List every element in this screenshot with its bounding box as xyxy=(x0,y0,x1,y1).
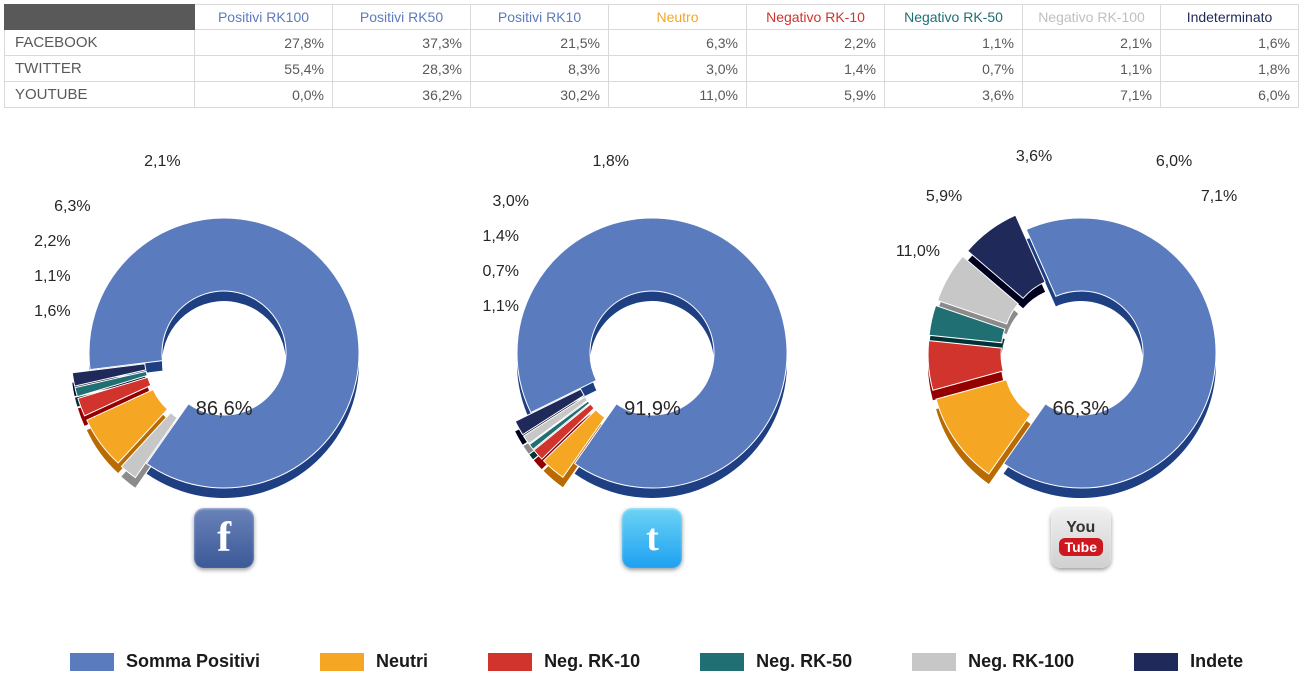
table-cell: 1,1% xyxy=(885,30,1023,56)
callout-label: 3,6% xyxy=(1016,148,1052,166)
table-cell: 11,0% xyxy=(609,82,747,108)
table-cell: 2,1% xyxy=(1023,30,1161,56)
youtube-icon-top: You xyxy=(1066,520,1095,536)
donut-youtube xyxy=(931,203,1231,503)
table-cell: 55,4% xyxy=(195,56,333,82)
callout-label: 1,6% xyxy=(34,303,70,321)
legend-swatch xyxy=(700,653,744,671)
table-row: TWITTER55,4%28,3%8,3%3,0%1,4%0,7%1,1%1,8… xyxy=(5,56,1299,82)
legend-item: Neg. RK-100 xyxy=(912,651,1074,672)
table-cell: 2,2% xyxy=(747,30,885,56)
legend-swatch xyxy=(70,653,114,671)
callout-label: 11,0% xyxy=(896,243,940,261)
table-header: Negativo RK-10 xyxy=(747,5,885,30)
legend-label: Indete xyxy=(1190,651,1243,672)
legend-swatch xyxy=(912,653,956,671)
table-cell: 27,8% xyxy=(195,30,333,56)
legend-label: Neg. RK-50 xyxy=(756,651,852,672)
legend-item: Neg. RK-10 xyxy=(488,651,640,672)
charts-row: 86,6%2,1%6,3%2,2%1,1%1,6%f91,9%1,8%3,0%1… xyxy=(0,163,1305,583)
legend-swatch xyxy=(488,653,532,671)
table-row-label: TWITTER xyxy=(5,56,195,82)
table-body: FACEBOOK27,8%37,3%21,5%6,3%2,2%1,1%2,1%1… xyxy=(5,30,1299,108)
donut-center-label: 86,6% xyxy=(196,398,253,421)
facebook-icon: f xyxy=(194,508,254,568)
table-cell: 37,3% xyxy=(333,30,471,56)
callout-label: 1,4% xyxy=(482,228,518,246)
table-cell: 0,7% xyxy=(885,56,1023,82)
donut-facebook xyxy=(74,203,374,503)
table-header: Positivi RK50 xyxy=(333,5,471,30)
callout-label: 1,1% xyxy=(34,268,70,286)
table-header: Indeterminato xyxy=(1161,5,1299,30)
legend-item: Somma Positivi xyxy=(70,651,260,672)
legend-item: Neg. RK-50 xyxy=(700,651,852,672)
table-cell: 8,3% xyxy=(471,56,609,82)
table-cell: 36,2% xyxy=(333,82,471,108)
youtube-icon: You Tube xyxy=(1051,508,1111,568)
callout-label: 2,1% xyxy=(144,153,180,171)
table-cell: 1,6% xyxy=(1161,30,1299,56)
chart-twitter: 91,9%1,8%3,0%1,4%0,7%1,1%t xyxy=(442,163,862,583)
table-cell: 30,2% xyxy=(471,82,609,108)
youtube-icon-bot: Tube xyxy=(1059,538,1103,556)
table-header-row: Positivi RK100Positivi RK50Positivi RK10… xyxy=(5,5,1299,30)
table-cell: 7,1% xyxy=(1023,82,1161,108)
table-cell: 3,0% xyxy=(609,56,747,82)
table-cell: 28,3% xyxy=(333,56,471,82)
callout-label: 1,8% xyxy=(592,153,628,171)
table-header: Positivi RK10 xyxy=(471,5,609,30)
callout-label: 0,7% xyxy=(482,263,518,281)
donut-center-label: 91,9% xyxy=(624,398,681,421)
callout-label: 2,2% xyxy=(34,233,70,251)
table-cell: 5,9% xyxy=(747,82,885,108)
table-row-label: FACEBOOK xyxy=(5,30,195,56)
legend-label: Neutri xyxy=(376,651,428,672)
chart-facebook: 86,6%2,1%6,3%2,2%1,1%1,6%f xyxy=(14,163,434,583)
table-header: Neutro xyxy=(609,5,747,30)
legend-item: Indete xyxy=(1134,651,1243,672)
callout-label: 3,0% xyxy=(492,193,528,211)
callout-label: 6,3% xyxy=(54,198,90,216)
chart-youtube: 66,3%3,6%6,0%5,9%7,1%11,0%YouTube xyxy=(871,163,1291,583)
legend-swatch xyxy=(1134,653,1178,671)
twitter-icon: t xyxy=(622,508,682,568)
table-header: Negativo RK-100 xyxy=(1023,5,1161,30)
table-header: Negativo RK-50 xyxy=(885,5,1023,30)
table-cell: 1,8% xyxy=(1161,56,1299,82)
legend-swatch xyxy=(320,653,364,671)
legend-item: Neutri xyxy=(320,651,428,672)
callout-label: 6,0% xyxy=(1156,153,1192,171)
table-cell: 0,0% xyxy=(195,82,333,108)
table-cell: 6,0% xyxy=(1161,82,1299,108)
callout-label: 7,1% xyxy=(1201,188,1237,206)
legend: Somma Positivi Neutri Neg. RK-10 Neg. RK-50… xyxy=(70,651,1305,672)
table-cell: 3,6% xyxy=(885,82,1023,108)
donut-twitter xyxy=(502,203,802,503)
table-row-label: YOUTUBE xyxy=(5,82,195,108)
callout-label: 5,9% xyxy=(926,188,962,206)
legend-label: Neg. RK-100 xyxy=(968,651,1074,672)
table-header: Positivi RK100 xyxy=(195,5,333,30)
table-row: FACEBOOK27,8%37,3%21,5%6,3%2,2%1,1%2,1%1… xyxy=(5,30,1299,56)
table-cell: 1,1% xyxy=(1023,56,1161,82)
legend-label: Neg. RK-10 xyxy=(544,651,640,672)
sentiment-table: Positivi RK100Positivi RK50Positivi RK10… xyxy=(4,4,1299,108)
table-cell: 1,4% xyxy=(747,56,885,82)
callout-label: 1,1% xyxy=(482,298,518,316)
legend-label: Somma Positivi xyxy=(126,651,260,672)
table-cell: 21,5% xyxy=(471,30,609,56)
table-corner xyxy=(5,5,195,30)
table-cell: 6,3% xyxy=(609,30,747,56)
donut-center-label: 66,3% xyxy=(1052,398,1109,421)
table-row: YOUTUBE0,0%36,2%30,2%11,0%5,9%3,6%7,1%6,… xyxy=(5,82,1299,108)
